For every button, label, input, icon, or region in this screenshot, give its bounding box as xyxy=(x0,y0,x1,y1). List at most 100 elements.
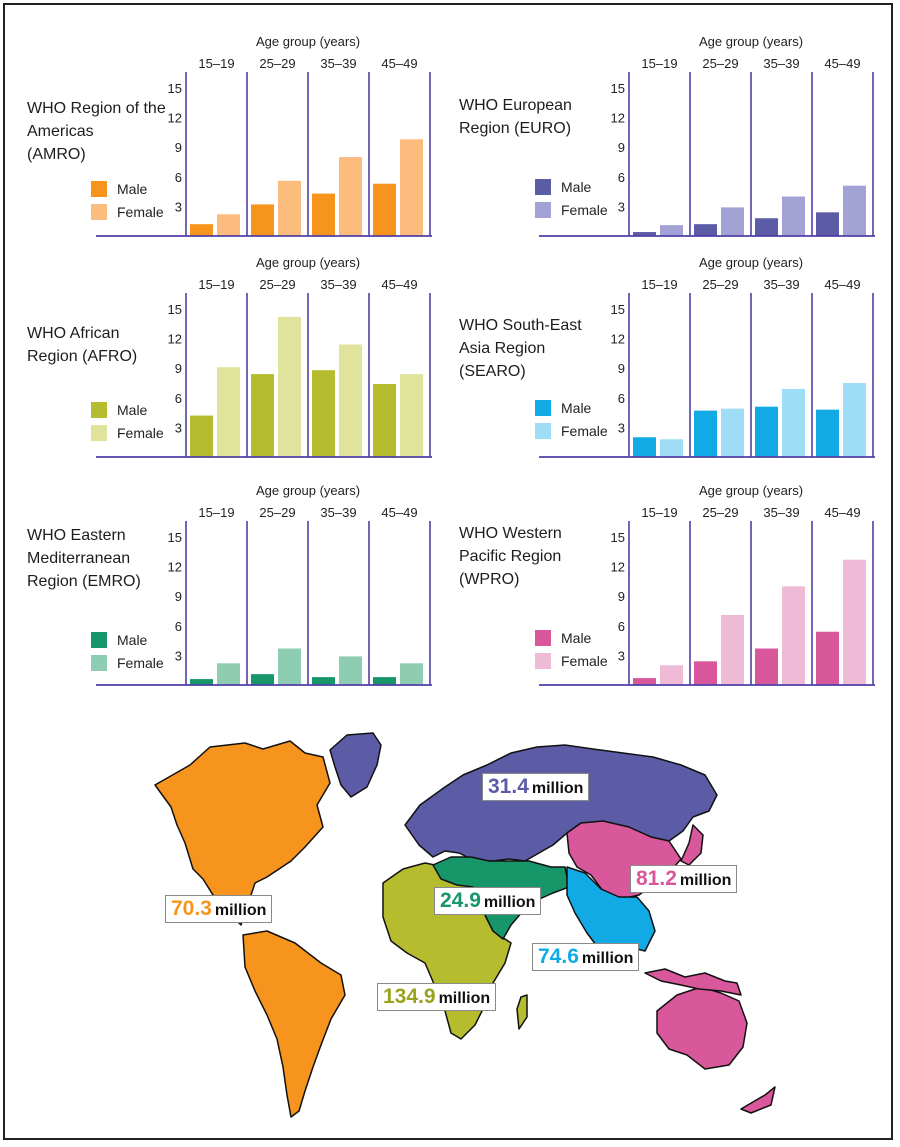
bar-male xyxy=(633,437,656,457)
female-swatch xyxy=(535,652,551,669)
y-tick-label: 3 xyxy=(618,420,625,435)
bar-female xyxy=(721,614,744,685)
map-label-euro-value: 31.4 xyxy=(488,775,529,798)
bar-male xyxy=(190,415,213,457)
bar-female xyxy=(782,388,805,457)
panel-4-title: WHO Eastern Mediterranean Region (EMRO) xyxy=(27,527,141,590)
y-tick-label: 15 xyxy=(611,530,625,545)
map-label-afro: 134.9 million xyxy=(377,983,497,1011)
panel-5-title: WHO Western Pacific Region (WPRO) xyxy=(459,525,562,588)
bar-male xyxy=(373,677,396,685)
continent-australia xyxy=(656,986,748,1070)
bar-male xyxy=(251,674,274,685)
continent-north-america xyxy=(154,740,331,926)
bar-male xyxy=(190,679,213,685)
bar-male xyxy=(755,406,778,457)
bar-male xyxy=(633,678,656,685)
map-label-afro-value: 134.9 xyxy=(383,985,436,1008)
category-label: 15–19 xyxy=(198,56,234,71)
category-label: 45–49 xyxy=(824,56,860,71)
bar-female xyxy=(339,344,362,457)
bar-male xyxy=(190,224,213,236)
world-map xyxy=(154,732,776,1118)
map-label-searo-unit: million xyxy=(581,950,634,967)
bar-female xyxy=(217,214,240,236)
bar-male xyxy=(373,183,396,236)
category-label: 35–39 xyxy=(320,277,356,292)
bar-charts-area: Age group (years) 15–19 25–29 35–39 45–49 3 6 9… xyxy=(96,34,875,686)
bar-male xyxy=(373,383,396,457)
y-tick-label: 12 xyxy=(168,111,182,126)
legend-male-label: Male xyxy=(561,629,592,646)
bar-female xyxy=(400,139,423,236)
continent-madagascar xyxy=(516,994,528,1030)
map-label-searo-value: 74.6 xyxy=(538,945,579,968)
bar-female xyxy=(217,663,240,685)
y-tick-label: 6 xyxy=(175,170,182,185)
map-label-wpro-unit: million xyxy=(679,872,732,889)
bar-female xyxy=(660,665,683,685)
x-axis-title: Age group (years) xyxy=(256,34,360,49)
y-tick-label: 9 xyxy=(618,361,625,376)
category-label: 45–49 xyxy=(381,56,417,71)
bar-male xyxy=(251,374,274,457)
bar-female xyxy=(278,180,301,236)
bar-female xyxy=(782,586,805,685)
continent-south-america xyxy=(242,930,346,1118)
bar-male xyxy=(694,661,717,685)
category-label: 45–49 xyxy=(824,505,860,520)
y-tick-label: 15 xyxy=(168,302,182,317)
bar-male xyxy=(312,677,335,685)
y-tick-label: 15 xyxy=(168,530,182,545)
continent-new-zealand xyxy=(740,1086,776,1114)
y-tick-label: 12 xyxy=(611,111,625,126)
map-label-euro-unit: million xyxy=(531,780,584,797)
bar-male xyxy=(816,409,839,457)
y-tick-label: 3 xyxy=(175,199,182,214)
x-axis-title: Age group (years) xyxy=(256,483,360,498)
male-swatch xyxy=(535,629,551,646)
y-tick-label: 12 xyxy=(611,332,625,347)
bar-female xyxy=(278,316,301,457)
y-tick-label: 6 xyxy=(618,170,625,185)
map-label-wpro-value: 81.2 xyxy=(636,867,677,890)
y-tick-label: 15 xyxy=(611,81,625,96)
bar-female xyxy=(843,185,866,236)
y-tick-label: 12 xyxy=(611,560,625,575)
bar-female xyxy=(782,196,805,236)
panel-2-legend: Male Female xyxy=(91,398,164,444)
legend-female-label: Female xyxy=(561,422,608,439)
bar-male xyxy=(694,224,717,236)
legend-male-label: Male xyxy=(561,178,592,195)
panel-0-title: WHO Region of the Americas (AMRO) xyxy=(27,100,166,163)
map-label-wpro: 81.2 million xyxy=(630,865,738,893)
category-label: 25–29 xyxy=(702,277,738,292)
bar-male xyxy=(633,232,656,236)
category-label: 15–19 xyxy=(641,505,677,520)
panel-3-legend: Male Female xyxy=(535,396,608,442)
panel-4-legend: Male Female xyxy=(91,628,164,674)
map-label-emro-value: 24.9 xyxy=(440,889,481,912)
y-tick-label: 12 xyxy=(168,560,182,575)
bar-male xyxy=(816,212,839,236)
bar-female xyxy=(660,439,683,457)
legend-male-label: Male xyxy=(117,401,148,418)
continent-indonesia xyxy=(644,968,742,996)
category-label: 45–49 xyxy=(381,277,417,292)
y-tick-label: 6 xyxy=(175,619,182,634)
x-axis-title: Age group (years) xyxy=(699,34,803,49)
y-tick-label: 3 xyxy=(175,648,182,663)
x-axis-title: Age group (years) xyxy=(256,255,360,270)
bar-female xyxy=(721,207,744,236)
female-swatch xyxy=(535,201,551,218)
bar-male xyxy=(312,193,335,236)
bar-female xyxy=(400,663,423,685)
legend-male-label: Male xyxy=(117,631,148,648)
bar-male xyxy=(694,410,717,457)
y-tick-label: 6 xyxy=(175,391,182,406)
y-tick-label: 9 xyxy=(618,589,625,604)
map-label-afro-unit: million xyxy=(438,990,491,1007)
bar-female xyxy=(660,225,683,236)
category-label: 35–39 xyxy=(763,277,799,292)
category-label: 15–19 xyxy=(198,277,234,292)
